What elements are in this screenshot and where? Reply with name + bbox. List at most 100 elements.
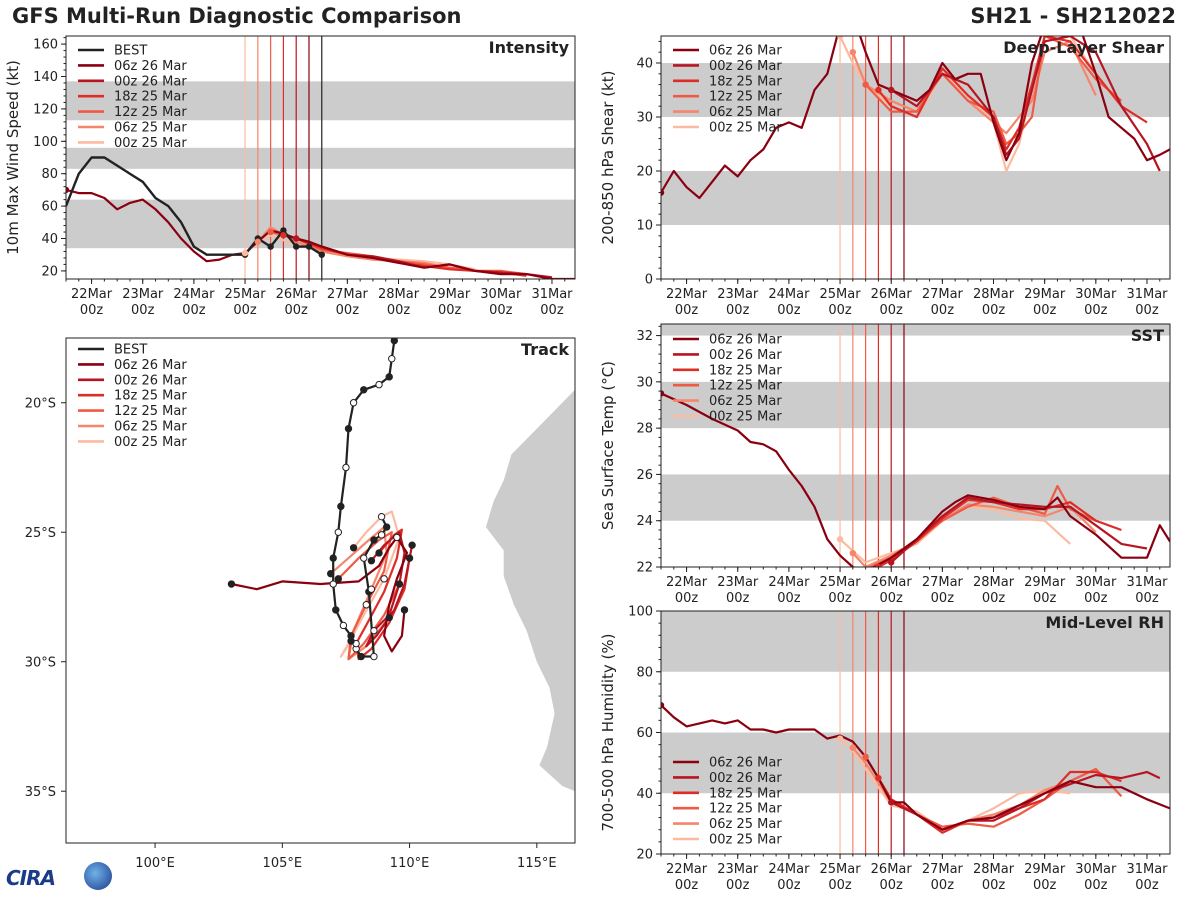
intensity-init-dot [293, 235, 300, 242]
intensity-legend-label: 00z 25 Mar [114, 136, 187, 151]
sst-xtick-label: 28Mar [973, 575, 1015, 590]
rh-xtick-label: 26Mar [871, 862, 913, 877]
shear-legend-label: 12z 25 Mar [709, 90, 782, 105]
intensity-best-dot [267, 243, 274, 250]
track-forecast-marker [349, 544, 358, 552]
rh-legend-label: 18z 25 Mar [709, 786, 782, 801]
intensity-ytick-label: 60 [41, 200, 58, 215]
storm-id-label: SH21 - SH212022 [970, 4, 1176, 28]
track-forecast-marker [362, 601, 371, 609]
shear-xtick-label: 26Mar [871, 287, 913, 302]
sst-series-06z-26-mar [661, 392, 1170, 567]
rh-xtick-sublabel: 00z [726, 878, 750, 893]
shear-xtick-label: 23Mar [717, 287, 759, 302]
shear-legend-label: 06z 25 Mar [709, 105, 782, 120]
rh-xtick-label: 24Mar [768, 862, 810, 877]
rh-legend-label: 06z 25 Mar [709, 817, 782, 832]
rh-xtick-sublabel: 00z [1033, 878, 1057, 893]
track-forecast-marker [385, 613, 393, 622]
track-forecast-marker [395, 580, 404, 588]
rh-panel: 2040608010022Mar00z23Mar00z24Mar00z25Mar… [599, 605, 1171, 893]
track-legend-label: 06z 26 Mar [114, 358, 187, 373]
shear-xtick-sublabel: 00z [1033, 303, 1057, 318]
intensity-band-1 [66, 147, 575, 169]
shear-xtick-sublabel: 00z [880, 303, 904, 318]
intensity-legend-label: BEST [114, 44, 147, 59]
rh-xtick-label: 30Mar [1075, 862, 1117, 877]
intensity-panel-title: Intensity [489, 38, 570, 57]
shear-init-dot [836, 36, 844, 40]
sst-ytick-label: 24 [636, 514, 653, 529]
intensity-legend-label: 06z 25 Mar [114, 121, 187, 136]
track-ytick-label: 30°S [25, 656, 56, 671]
track-xtick-label: 115°E [517, 856, 557, 871]
track-best-marker [382, 523, 391, 531]
rh-init-dot [888, 799, 895, 806]
sst-xtick-sublabel: 00z [726, 591, 750, 606]
track-best-marker [339, 621, 348, 630]
sst-xtick-sublabel: 00z [1033, 591, 1057, 606]
shear-xtick-sublabel: 00z [931, 303, 955, 318]
intensity-xtick-label: 31Mar [531, 287, 573, 302]
track-xtick-label: 110°E [390, 856, 430, 871]
sst-xtick-label: 25Mar [820, 575, 862, 590]
rh-xtick-sublabel: 00z [880, 878, 904, 893]
rh-legend-label: 06z 26 Mar [709, 756, 782, 771]
sst-xtick-label: 30Mar [1075, 575, 1117, 590]
shear-series-18z-25-mar [877, 36, 1148, 151]
track-forecast-marker [400, 606, 409, 614]
track-best-marker [370, 536, 378, 544]
shear-frame [660, 35, 1171, 280]
intensity-xtick-label: 24Mar [173, 287, 215, 302]
track-best-marker [329, 580, 337, 588]
sst-frame [660, 323, 1171, 568]
sst-ytick-label: 26 [636, 468, 653, 483]
shear-ytick-label: 10 [636, 219, 653, 234]
intensity-init-dot [280, 232, 287, 239]
track-best-marker [377, 531, 386, 539]
shear-xtick-sublabel: 00z [982, 303, 1006, 318]
rh-xtick-sublabel: 00z [982, 878, 1006, 893]
rh-ytick-label: 100 [628, 605, 653, 620]
cira-logo: CIRA [6, 862, 112, 890]
sst-band-2 [661, 324, 1170, 336]
intensity-xtick-label: 23Mar [122, 287, 164, 302]
track-legend-label: 12z 25 Mar [114, 404, 187, 419]
sst-xtick-label: 23Mar [717, 575, 759, 590]
intensity-xtick-sublabel: 00z [489, 303, 513, 318]
intensity-xtick-sublabel: 00z [285, 303, 309, 318]
sst-xtick-sublabel: 00z [1135, 591, 1159, 606]
track-best-marker [385, 373, 393, 381]
track-ytick-label: 35°S [25, 785, 56, 800]
shear-legend-label: 00z 26 Mar [709, 59, 782, 74]
shear-init-dot [875, 86, 882, 94]
track-content [227, 338, 575, 792]
shear-series-00z-26-mar [890, 36, 1161, 172]
shear-xtick-sublabel: 00z [1135, 303, 1159, 318]
intensity-xtick-label: 30Mar [480, 287, 522, 302]
track-best-marker [337, 502, 345, 511]
logo-text: CIRA [6, 866, 56, 890]
intensity-best-dot [280, 227, 287, 234]
shear-legend-label: 00z 25 Mar [709, 121, 782, 136]
sst-xtick-label: 22Mar [666, 575, 708, 590]
shear-series-06z-26-mar [661, 36, 1170, 200]
shear-panel: 01020304022Mar00z23Mar00z24Mar00z25Mar00… [599, 35, 1171, 318]
rh-band-1 [661, 611, 1170, 672]
track-best-marker [332, 606, 340, 614]
rh-xtick-label: 31Mar [1126, 862, 1168, 877]
sst-panel: 22242628303222Mar00z23Mar00z24Mar00z25Ma… [599, 323, 1171, 606]
sst-xtick-label: 24Mar [768, 575, 810, 590]
sst-xtick-sublabel: 00z [931, 591, 955, 606]
track-best-marker [377, 512, 386, 521]
sst-series-00z-26-mar [890, 496, 1148, 564]
track-panel: 100°E 105°E 110°E 115°E 20°S 25°S 30°S 35°S Trac… [25, 337, 576, 871]
sst-xtick-sublabel: 00z [828, 591, 852, 606]
globe-icon [84, 862, 112, 890]
sst-xtick-sublabel: 00z [1084, 591, 1108, 606]
sst-ytick-label: 32 [636, 329, 653, 344]
rh-xtick-label: 29Mar [1024, 862, 1066, 877]
sst-series-06z-25-mar [851, 503, 1097, 567]
sst-xtick-label: 31Mar [1126, 575, 1168, 590]
